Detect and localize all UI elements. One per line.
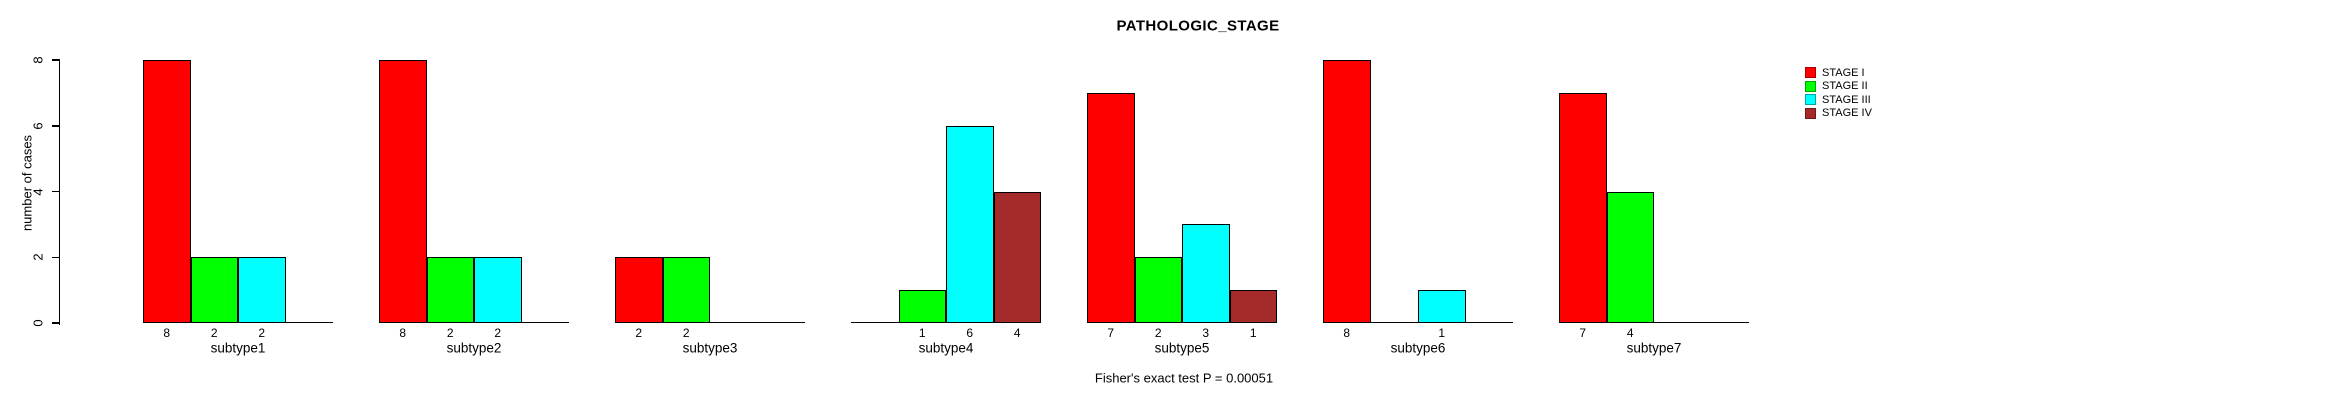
bar-subtype1-stage-iii: [238, 257, 286, 323]
bar-subtype2-stage-i: [379, 60, 427, 323]
legend-item-stage-ii: STAGE II: [1805, 80, 1868, 93]
bar-value-label: 2: [446, 326, 454, 340]
y-axis-label: number of cases: [19, 134, 35, 232]
bar-subtype3-stage-ii: [662, 257, 710, 323]
x-axis-label-subtype4: subtype4: [918, 340, 974, 356]
x-axis-label-subtype3: subtype3: [682, 340, 738, 356]
bar-value-label: 8: [163, 326, 171, 340]
legend-label-stage-iii: STAGE III: [1822, 93, 1871, 106]
legend-swatch-stage-iii: [1805, 94, 1816, 105]
bar-value-label: 2: [258, 326, 266, 340]
bar-value-label: 2: [635, 326, 643, 340]
legend-label-stage-ii: STAGE II: [1822, 80, 1868, 92]
bar-value-label: 7: [1107, 326, 1115, 340]
y-axis-tick: [52, 256, 60, 258]
bar-value-label: 3: [1202, 326, 1210, 340]
bar-subtype2-stage-iii: [474, 257, 522, 323]
x-axis-subtype3: [615, 321, 805, 323]
bar-value-label: 1: [1438, 326, 1446, 340]
bar-value-label: 2: [682, 326, 690, 340]
y-axis-tick-label: 2: [30, 253, 46, 261]
bar-value-label: 8: [1343, 326, 1351, 340]
legend-swatch-stage-iv: [1805, 107, 1816, 119]
x-axis-label-subtype1: subtype1: [210, 340, 266, 356]
x-axis-label-subtype7: subtype7: [1626, 340, 1682, 356]
legend-item-stage-iii: STAGE III: [1805, 93, 1871, 106]
bar-subtype4-stage-iii: [946, 125, 994, 323]
legend-label-stage-i: STAGE I: [1822, 66, 1865, 79]
x-axis-label-subtype2: subtype2: [446, 340, 502, 356]
chart-title: PATHOLOGIC_STAGE: [1116, 17, 1280, 35]
legend-item-stage-iv: STAGE IV: [1805, 107, 1872, 120]
bar-value-label: 8: [399, 326, 407, 340]
bar-subtype6-stage-iii: [1418, 290, 1466, 323]
bar-value-label: 2: [494, 326, 502, 340]
y-axis-tick-label: 0: [30, 319, 46, 327]
bar-subtype5-stage-iii: [1182, 224, 1230, 323]
legend-label-stage-iv: STAGE IV: [1822, 107, 1872, 119]
fisher-test-annotation: Fisher's exact test P = 0.00051: [1094, 370, 1274, 386]
x-axis-subtype7: [1559, 321, 1749, 323]
bar-value-label: 2: [210, 326, 218, 340]
bar-subtype5-stage-i: [1087, 92, 1135, 323]
y-axis-tick-label: 6: [30, 122, 46, 130]
bar-subtype5-stage-ii: [1134, 257, 1182, 323]
y-axis-tick: [52, 190, 60, 193]
y-axis-tick: [52, 125, 60, 127]
bar-value-label: 7: [1579, 326, 1587, 340]
y-axis-tick: [52, 322, 60, 324]
bar-subtype4-stage-ii: [898, 290, 946, 323]
bar-subtype1-stage-ii: [190, 257, 238, 323]
bar-value-label: 1: [1249, 326, 1257, 340]
legend-item-stage-i: STAGE I: [1805, 66, 1865, 79]
x-axis-label-subtype5: subtype5: [1154, 340, 1210, 356]
bar-subtype4-stage-iv: [993, 191, 1041, 323]
bar-subtype7-stage-ii: [1606, 191, 1654, 323]
bar-subtype2-stage-ii: [426, 257, 474, 323]
bar-value-label: 6: [966, 326, 974, 340]
bar-value-label: 4: [1626, 326, 1634, 340]
bar-subtype5-stage-iv: [1229, 290, 1277, 323]
bar-subtype6-stage-i: [1323, 60, 1371, 323]
y-axis-tick-label: 8: [30, 56, 46, 64]
bar-subtype7-stage-i: [1559, 92, 1607, 323]
bar-value-label: 4: [1013, 326, 1021, 340]
legend-swatch-stage-ii: [1805, 80, 1816, 92]
bar-subtype1-stage-i: [143, 60, 191, 323]
x-axis-label-subtype6: subtype6: [1390, 340, 1446, 356]
bar-subtype3-stage-i: [615, 257, 663, 323]
legend-swatch-stage-i: [1805, 67, 1816, 78]
y-axis-tick: [52, 59, 60, 61]
bar-value-label: 2: [1154, 326, 1162, 340]
bar-value-label: 1: [918, 326, 926, 340]
y-axis-tick-label: 4: [30, 187, 46, 196]
